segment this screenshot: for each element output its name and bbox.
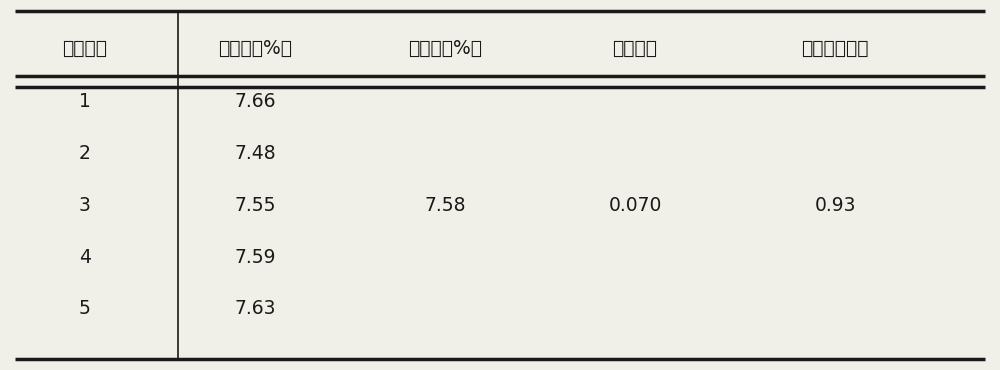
Text: 铑含量（%）: 铑含量（%） — [218, 38, 292, 58]
Text: 7.66: 7.66 — [234, 92, 276, 111]
Text: 7.63: 7.63 — [234, 299, 276, 319]
Text: 0.93: 0.93 — [814, 196, 856, 215]
Text: 4: 4 — [79, 248, 91, 267]
Text: 标准偏差: 标准偏差 — [612, 38, 658, 58]
Text: 相对标准偏差: 相对标准偏差 — [801, 38, 869, 58]
Text: 7.58: 7.58 — [424, 196, 466, 215]
Text: 测定次序: 测定次序 — [62, 38, 108, 58]
Text: 7.55: 7.55 — [234, 196, 276, 215]
Text: 1: 1 — [79, 92, 91, 111]
Text: 平均值（%）: 平均值（%） — [408, 38, 482, 58]
Text: 3: 3 — [79, 196, 91, 215]
Text: 2: 2 — [79, 144, 91, 163]
Text: 5: 5 — [79, 299, 91, 319]
Text: 0.070: 0.070 — [608, 196, 662, 215]
Text: 7.48: 7.48 — [234, 144, 276, 163]
Text: 7.59: 7.59 — [234, 248, 276, 267]
